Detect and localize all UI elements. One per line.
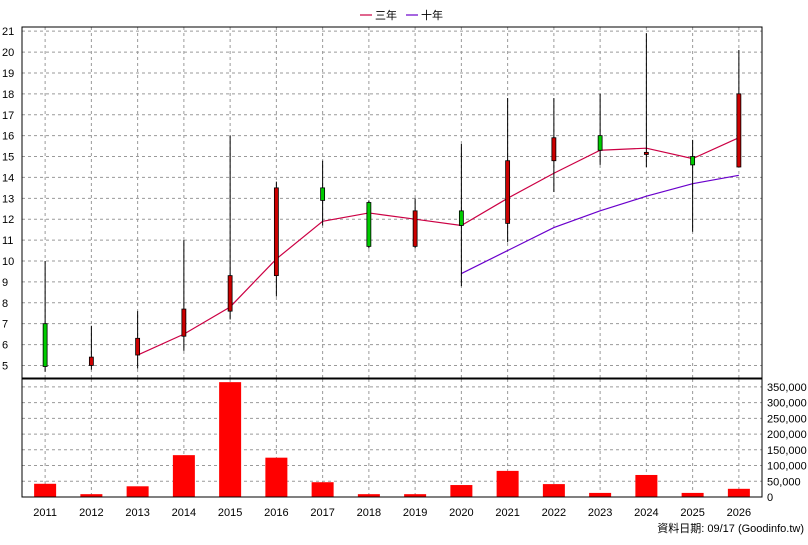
x-tick-label: 2016: [264, 507, 288, 519]
volume-bar: [681, 492, 704, 497]
price-tick-label: 7: [2, 319, 8, 331]
candle-up: [643, 151, 649, 155]
candle-down: [320, 187, 326, 201]
x-tick-label: 2012: [79, 507, 103, 519]
x-tick-label: 2018: [357, 507, 381, 519]
series-line-3y: [137, 137, 740, 356]
price-tick-label: 19: [2, 68, 14, 80]
volume-bar: [542, 484, 565, 497]
x-tick-label: 2020: [449, 507, 473, 519]
price-tick-label: 9: [2, 277, 8, 289]
price-tick-label: 5: [2, 360, 8, 372]
volume-bar: [635, 474, 658, 497]
x-tick-label: 2026: [727, 507, 751, 519]
price-tick-label: 8: [2, 298, 8, 310]
x-tick-label: 2024: [634, 507, 658, 519]
candle-down: [597, 135, 603, 151]
volume-tick-label: 300,000: [767, 398, 807, 410]
price-frame: [21, 26, 763, 379]
candle-down: [42, 323, 48, 367]
candle-down: [458, 210, 464, 226]
volume-bar: [404, 494, 427, 497]
volume-bar: [34, 483, 57, 497]
legend-label-10y: 十年: [421, 8, 443, 22]
volume-tick-label: 200,000: [767, 429, 807, 441]
volume-bar: [450, 485, 473, 497]
volume-tick-label: 0: [767, 492, 773, 504]
candle-up: [227, 275, 233, 312]
price-tick-label: 16: [2, 131, 14, 143]
x-tick-label: 2013: [125, 507, 149, 519]
volume-tick-label: 150,000: [767, 445, 807, 457]
candle-down: [690, 156, 696, 166]
price-tick-label: 18: [2, 89, 14, 101]
candle-up: [273, 187, 279, 277]
line-3y: [137, 137, 740, 356]
price-tick-label: 15: [2, 152, 14, 164]
volume-tick-label: 250,000: [767, 413, 807, 425]
price-tick-label: 20: [2, 47, 14, 59]
price-tick-label: 6: [2, 340, 8, 352]
footer-date-note: 資料日期: 09/17 (Goodinfo.tw): [657, 521, 804, 535]
price-tick-label: 11: [2, 235, 13, 247]
volume-bar: [496, 470, 519, 497]
x-tick-label: 2025: [680, 507, 704, 519]
candles: [42, 33, 742, 372]
candle-up: [551, 137, 557, 162]
volume-bar: [219, 382, 242, 497]
x-tick-label: 2022: [542, 507, 566, 519]
x-tick-label: 2011: [33, 507, 57, 519]
candle-up: [181, 308, 187, 337]
volume-tick-label: 350,000: [767, 382, 807, 394]
volume-bar: [265, 457, 288, 497]
candle-up: [135, 337, 141, 356]
legend-label-3y: 三年: [375, 8, 397, 22]
volume-bar: [727, 488, 750, 497]
volume-frame: [21, 378, 763, 498]
x-tick-label: 2019: [403, 507, 427, 519]
volume-bar: [80, 494, 103, 497]
candle-up: [736, 93, 742, 168]
candle-up: [88, 356, 94, 366]
price-tick-label: 12: [2, 214, 14, 226]
price-tick-label: 14: [2, 172, 14, 184]
volume-tick-label: 100,000: [767, 461, 807, 473]
x-tick-label: 2021: [495, 507, 519, 519]
volume-tick-label: 50,000: [767, 476, 801, 488]
volume-bar: [311, 482, 334, 497]
volume-bar: [589, 492, 612, 497]
price-tick-label: 13: [2, 193, 14, 205]
volume-bars: [34, 382, 750, 497]
volume-bar: [357, 494, 380, 497]
plot-frames: [21, 26, 763, 498]
price-tick-label: 21: [2, 26, 14, 38]
price-tick-label: 17: [2, 110, 14, 122]
legend: 三年 十年: [360, 8, 443, 22]
candle-up: [412, 210, 418, 247]
x-tick-label: 2023: [588, 507, 612, 519]
x-tick-label: 2015: [218, 507, 242, 519]
price-grid: [22, 27, 762, 378]
candle-up: [505, 160, 511, 224]
volume-bar: [126, 486, 149, 497]
candle-down: [366, 202, 372, 247]
volume-bar: [172, 455, 195, 497]
x-tick-label: 2014: [172, 507, 196, 519]
price-tick-label: 10: [2, 256, 14, 268]
x-tick-label: 2017: [310, 507, 334, 519]
